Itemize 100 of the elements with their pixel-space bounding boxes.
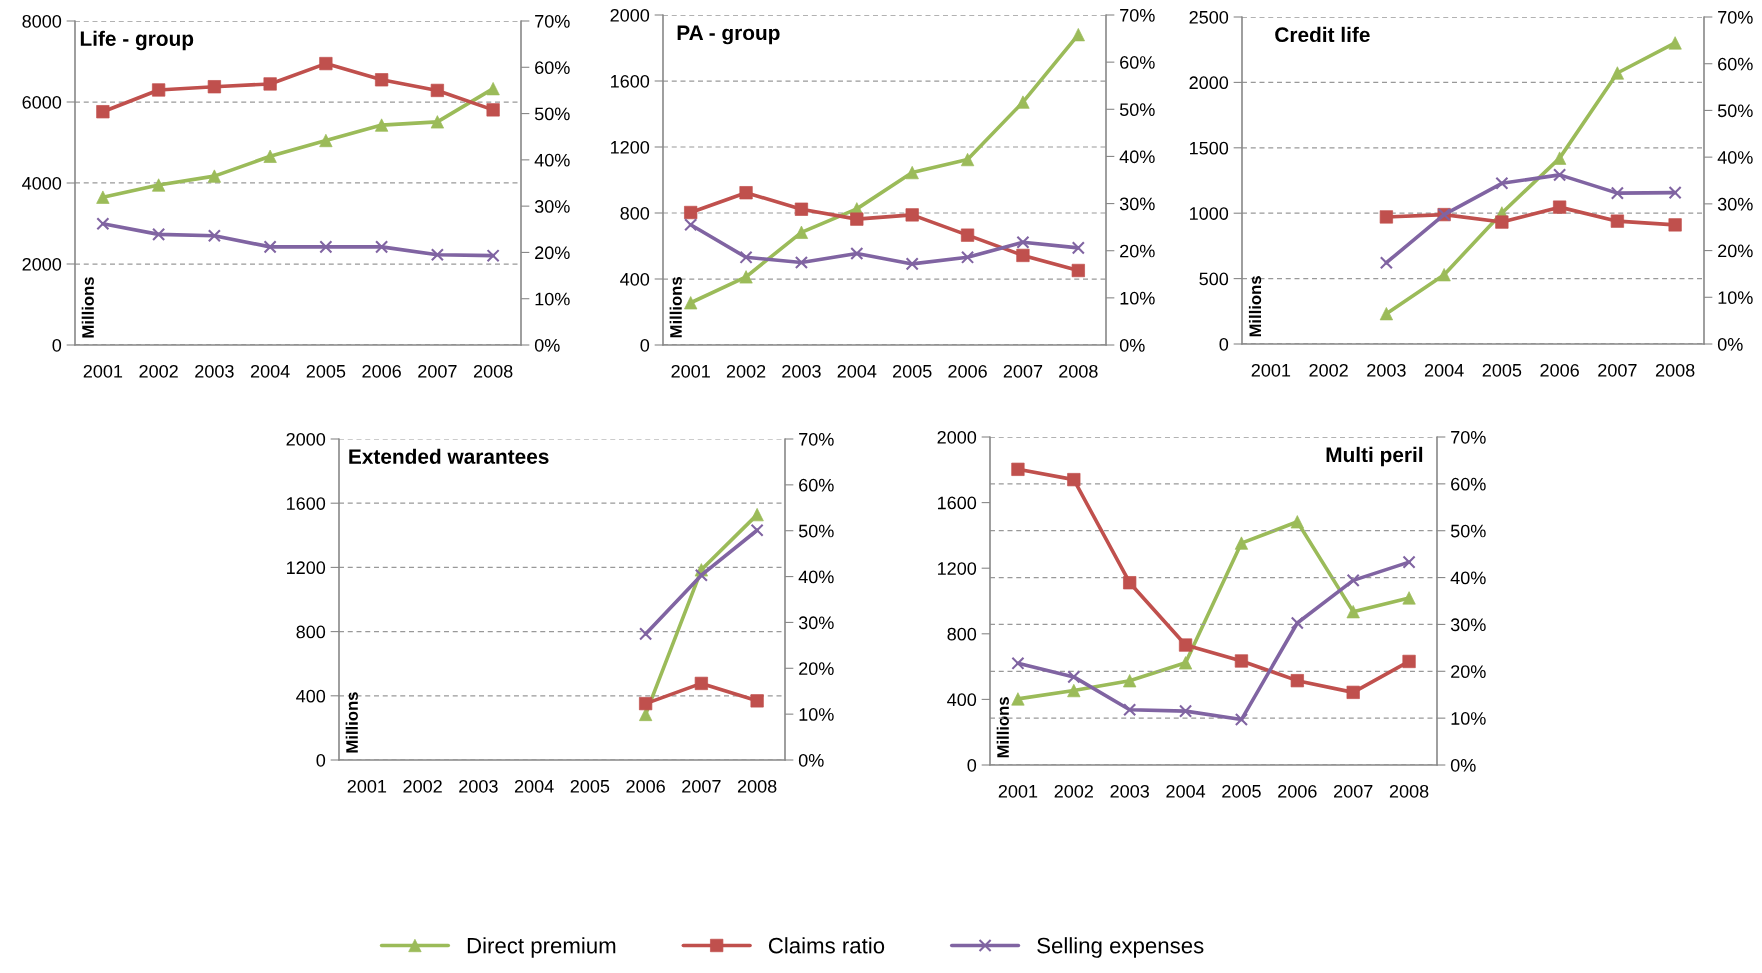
point (1011, 462, 1025, 476)
point (96, 217, 110, 231)
point (794, 255, 809, 270)
point (1016, 248, 1030, 263)
y2-tick-label: 30% (534, 200, 570, 213)
point (207, 229, 221, 243)
chart-title: Credit life (1275, 26, 1370, 43)
y2-tick-label: 20% (1451, 665, 1486, 679)
point (430, 248, 444, 262)
legend-label: Direct premium (467, 937, 616, 958)
y-tick-label: 0 (640, 338, 650, 352)
point (1553, 168, 1567, 182)
y2-tick-label: 60% (1718, 57, 1753, 71)
y2-tick-label: 50% (534, 107, 570, 121)
x-tick-label: 2003 (782, 364, 821, 378)
legend-label: Selling expenses (1037, 937, 1204, 958)
point (1379, 256, 1393, 270)
y-tick-label: 6000 (22, 95, 62, 109)
y2-tick-label: 50% (1717, 104, 1753, 118)
x-tick-label: 2007 (1334, 784, 1373, 798)
x-tick-label: 2008 (1389, 784, 1429, 798)
x-tick-label: 2001 (998, 784, 1038, 798)
y-tick-label: 800 (947, 627, 977, 641)
x-tick-label: 2006 (1278, 784, 1317, 798)
point (375, 240, 389, 254)
legend-label: Claims ratio (768, 937, 885, 954)
x-tick-label: 2003 (1367, 363, 1406, 377)
x-tick-label: 2003 (195, 364, 234, 378)
point (1234, 712, 1249, 727)
chart-title: Multi peril (1326, 446, 1423, 467)
chart-title: Life - group (80, 30, 194, 51)
point (750, 523, 764, 537)
y2-tick-label: 60% (1120, 56, 1155, 69)
point (319, 240, 333, 254)
y-tick-label: 1200 (611, 140, 650, 154)
y2-tick-label: 20% (1120, 244, 1155, 258)
y-tick-label: 500 (1199, 272, 1229, 286)
point (152, 227, 166, 241)
y-tick-label: 1200 (938, 562, 977, 575)
x-tick-label: 2005 (306, 364, 346, 378)
chart-title: Extended warantees (349, 448, 549, 464)
x-tick-label: 2006 (362, 364, 401, 378)
y-tick-label: 1000 (1190, 207, 1229, 220)
y2-tick-label: 70% (1718, 10, 1753, 24)
y2-tick-label: 70% (799, 432, 834, 446)
x-tick-label: 2005 (1222, 784, 1261, 798)
y-tick-label: 1600 (938, 496, 977, 510)
x-tick-label: 2001 (347, 779, 387, 793)
y2-tick-label: 20% (1718, 244, 1753, 258)
y2-tick-label: 10% (1718, 291, 1753, 305)
y2-tick-label: 60% (799, 478, 834, 492)
x-tick-label: 2006 (948, 364, 987, 378)
y-tick-label: 800 (620, 206, 650, 220)
point (639, 707, 653, 722)
x-tick-label: 2004 (1424, 363, 1464, 377)
point (960, 250, 975, 264)
y-tick-label: 0 (967, 758, 977, 772)
y2-tick-label: 30% (1717, 197, 1753, 211)
x-tick-label: 2007 (682, 779, 721, 793)
x-tick-label: 2002 (726, 364, 766, 378)
point (694, 676, 708, 691)
y-axis-title: Millions (669, 277, 682, 338)
y2-tick-label: 10% (1451, 712, 1486, 725)
y2-tick-label: 0% (1717, 337, 1743, 351)
y-tick-label: 1600 (287, 497, 326, 510)
x-tick-label: 2006 (1540, 363, 1579, 377)
y2-tick-label: 10% (1120, 291, 1155, 305)
point (1495, 176, 1509, 190)
point (850, 246, 864, 261)
point (1071, 263, 1085, 278)
x-tick-label: 2004 (1166, 784, 1206, 798)
point (1016, 235, 1030, 249)
y2-tick-label: 50% (1119, 103, 1155, 117)
point (486, 249, 500, 263)
y-tick-label: 800 (296, 625, 326, 639)
y-tick-label: 0 (52, 338, 62, 352)
y2-tick-label: 40% (534, 153, 570, 167)
y-tick-label: 1600 (611, 74, 650, 88)
x-tick-label: 2002 (1054, 784, 1093, 798)
point (1402, 654, 1416, 669)
x-tick-label: 2004 (837, 364, 877, 378)
point (739, 250, 753, 264)
x-tick-label: 2004 (250, 364, 290, 378)
y2-tick-label: 0% (1119, 338, 1145, 352)
x-tick-label: 2008 (473, 364, 513, 378)
x-tick-label: 2004 (514, 779, 554, 793)
y-axis-title: Millions (996, 697, 1009, 758)
point (1011, 656, 1025, 670)
x-tick-label: 2007 (1003, 364, 1043, 378)
y-tick-label: 8000 (22, 14, 62, 28)
y2-tick-label: 0% (798, 753, 824, 767)
y2-tick-label: 70% (535, 14, 570, 28)
point (1379, 210, 1393, 224)
x-tick-label: 2002 (403, 779, 442, 793)
y2-tick-label: 20% (535, 246, 570, 260)
y-axis-title: Millions (1248, 276, 1262, 337)
point (1610, 186, 1624, 200)
y2-tick-label: 40% (1717, 151, 1753, 164)
x-tick-label: 2005 (893, 364, 932, 378)
x-tick-label: 2008 (1655, 363, 1695, 377)
